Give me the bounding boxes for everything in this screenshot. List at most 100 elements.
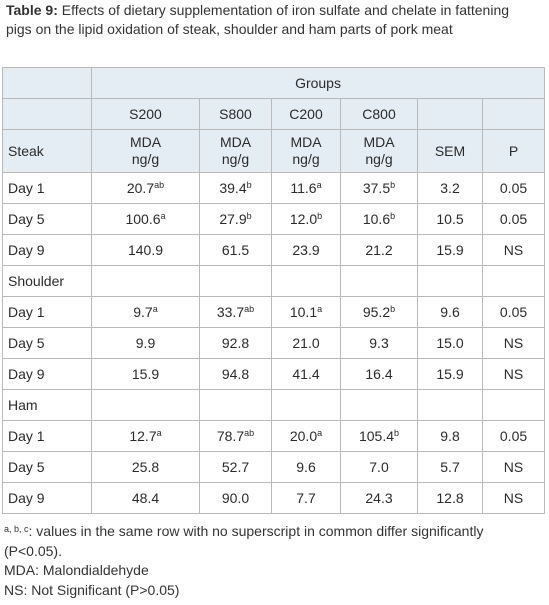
cell-value: 10.1 bbox=[289, 303, 318, 320]
cell-superscript: ab bbox=[154, 179, 165, 190]
value-cell: 39.4b bbox=[199, 172, 272, 204]
unit-line-2: ng/g bbox=[131, 151, 160, 167]
value-cell: 61.5 bbox=[199, 234, 272, 266]
column-header: C200 bbox=[271, 98, 341, 130]
cell-superscript: b bbox=[317, 210, 323, 221]
groups-header-row: Groups bbox=[2, 67, 546, 99]
footnotes: a, b, c: values in the same row with no … bbox=[4, 520, 544, 600]
row-label: Day 1 bbox=[2, 420, 92, 452]
sem-cell: 5.7 bbox=[417, 451, 483, 483]
cell-value: 39.4 bbox=[219, 179, 247, 196]
groups-header: Groups bbox=[90, 67, 546, 99]
value-cell: 9.9 bbox=[91, 327, 200, 359]
p-header: P bbox=[481, 129, 546, 173]
caption-text: Effects of dietary supplementation of ir… bbox=[6, 2, 510, 37]
cell-value: 15.9 bbox=[131, 365, 160, 382]
section-label: Shoulder bbox=[2, 265, 92, 297]
caption-label: Table 9: bbox=[6, 2, 58, 18]
row-label: Day 5 bbox=[2, 451, 92, 483]
sem-cell: 15.9 bbox=[417, 234, 483, 266]
value-cell: 9.3 bbox=[340, 327, 418, 359]
value-cell: 23.9 bbox=[271, 234, 341, 266]
table-row: Day 9 140.9 61.5 23.9 21.2 15.9 NS bbox=[2, 234, 546, 266]
unit-line-2: ng/g bbox=[221, 151, 250, 167]
empty-cell bbox=[417, 265, 483, 297]
cell-superscript: b bbox=[390, 210, 396, 221]
p-cell: NS bbox=[481, 451, 546, 483]
cell-value: 21.0 bbox=[292, 334, 320, 351]
cell-superscript: a bbox=[152, 303, 158, 314]
section-header-row: Ham bbox=[2, 389, 546, 421]
unit-line-2: ng/g bbox=[292, 151, 320, 167]
row-label-header: Steak bbox=[2, 129, 92, 173]
sem-cell: 12.8 bbox=[417, 482, 483, 514]
value-cell: 9.6 bbox=[271, 451, 341, 483]
unit-header: MDA ng/g bbox=[271, 129, 341, 173]
row-label: Day 5 bbox=[2, 327, 92, 359]
value-cell: 20.0a bbox=[271, 420, 341, 452]
value-cell: 41.4 bbox=[271, 358, 341, 390]
cell-superscript: b bbox=[390, 303, 396, 314]
empty-header-cell bbox=[2, 98, 92, 130]
cell-value: 52.7 bbox=[221, 458, 250, 475]
sem-cell: 9.6 bbox=[417, 296, 483, 328]
cell-value: 78.7 bbox=[216, 427, 245, 444]
cell-value: 25.8 bbox=[131, 458, 160, 475]
section-label: Ham bbox=[2, 389, 92, 421]
sem-cell: 15.9 bbox=[417, 358, 483, 390]
sem-header: SEM bbox=[417, 129, 483, 173]
cell-value: 94.8 bbox=[221, 365, 250, 382]
footnote-superscripts: a, b, c bbox=[4, 524, 29, 534]
table-row: Day 5 100.6a 27.9b 12.0b 10.6b 10.5 0.05 bbox=[2, 203, 546, 235]
table-body: Groups S200 S800 C200 C800 Steak MDA ng/g… bbox=[2, 67, 546, 514]
value-cell: 15.9 bbox=[91, 358, 200, 390]
value-cell: 33.7ab bbox=[199, 296, 272, 328]
p-cell: NS bbox=[481, 234, 546, 266]
cell-value: 23.9 bbox=[292, 241, 320, 258]
value-cell: 37.5b bbox=[340, 172, 418, 204]
empty-cell bbox=[481, 389, 546, 421]
unit-header: MDA ng/g bbox=[340, 129, 418, 173]
cell-superscript: a bbox=[160, 210, 166, 221]
footnote-ns: NS: Not Significant (P>0.05) bbox=[4, 581, 180, 598]
unit-line-1: MDA bbox=[290, 134, 322, 150]
p-cell: 0.05 bbox=[481, 420, 546, 452]
cell-value: 20.7 bbox=[126, 179, 155, 196]
empty-cell bbox=[199, 389, 272, 421]
cell-value: 92.8 bbox=[221, 334, 250, 351]
sem-cell: 3.2 bbox=[417, 172, 483, 204]
empty-cell bbox=[91, 389, 200, 421]
empty-cell bbox=[340, 389, 418, 421]
sem-cell: 9.8 bbox=[417, 420, 483, 452]
cell-value: 11.6 bbox=[290, 179, 317, 196]
units-header-row: Steak MDA ng/g MDA ng/g MDA ng/g MDA ng/g SE… bbox=[2, 129, 546, 173]
empty-cell bbox=[417, 389, 483, 421]
footnote-significance-text: : values in the same row with no supersc… bbox=[4, 523, 484, 559]
empty-header-cell bbox=[417, 98, 483, 130]
value-cell: 11.6a bbox=[271, 172, 341, 204]
empty-cell bbox=[91, 265, 200, 297]
value-cell: 94.8 bbox=[199, 358, 272, 390]
column-header: C800 bbox=[340, 98, 418, 130]
cell-value: 95.2 bbox=[362, 303, 391, 320]
cell-superscript: ab bbox=[244, 303, 255, 314]
footnote-significance: a, b, c: values in the same row with no … bbox=[4, 520, 544, 561]
cell-value: 12.0 bbox=[289, 210, 318, 227]
empty-cell bbox=[340, 265, 418, 297]
cell-value: 9.9 bbox=[135, 334, 156, 351]
cell-value: 7.0 bbox=[369, 458, 389, 475]
cell-value: 105.4 bbox=[358, 427, 395, 444]
p-cell: 0.05 bbox=[481, 203, 546, 235]
cell-value: 41.4 bbox=[292, 365, 320, 382]
cell-superscript: b bbox=[390, 179, 396, 190]
table-caption: Table 9: Effects of dietary supplementat… bbox=[6, 1, 536, 39]
table-row: Day 1 12.7a 78.7ab 20.0a 105.4b 9.8 0.05 bbox=[2, 420, 546, 452]
value-cell: 12.7a bbox=[91, 420, 200, 452]
cell-superscript: b bbox=[246, 210, 252, 221]
row-label: Day 9 bbox=[2, 358, 92, 390]
cell-superscript: b bbox=[246, 179, 252, 190]
value-cell: 100.6a bbox=[91, 203, 200, 235]
cell-value: 27.9 bbox=[219, 210, 247, 227]
cell-value: 37.5 bbox=[362, 179, 391, 196]
row-label: Day 1 bbox=[2, 296, 92, 328]
